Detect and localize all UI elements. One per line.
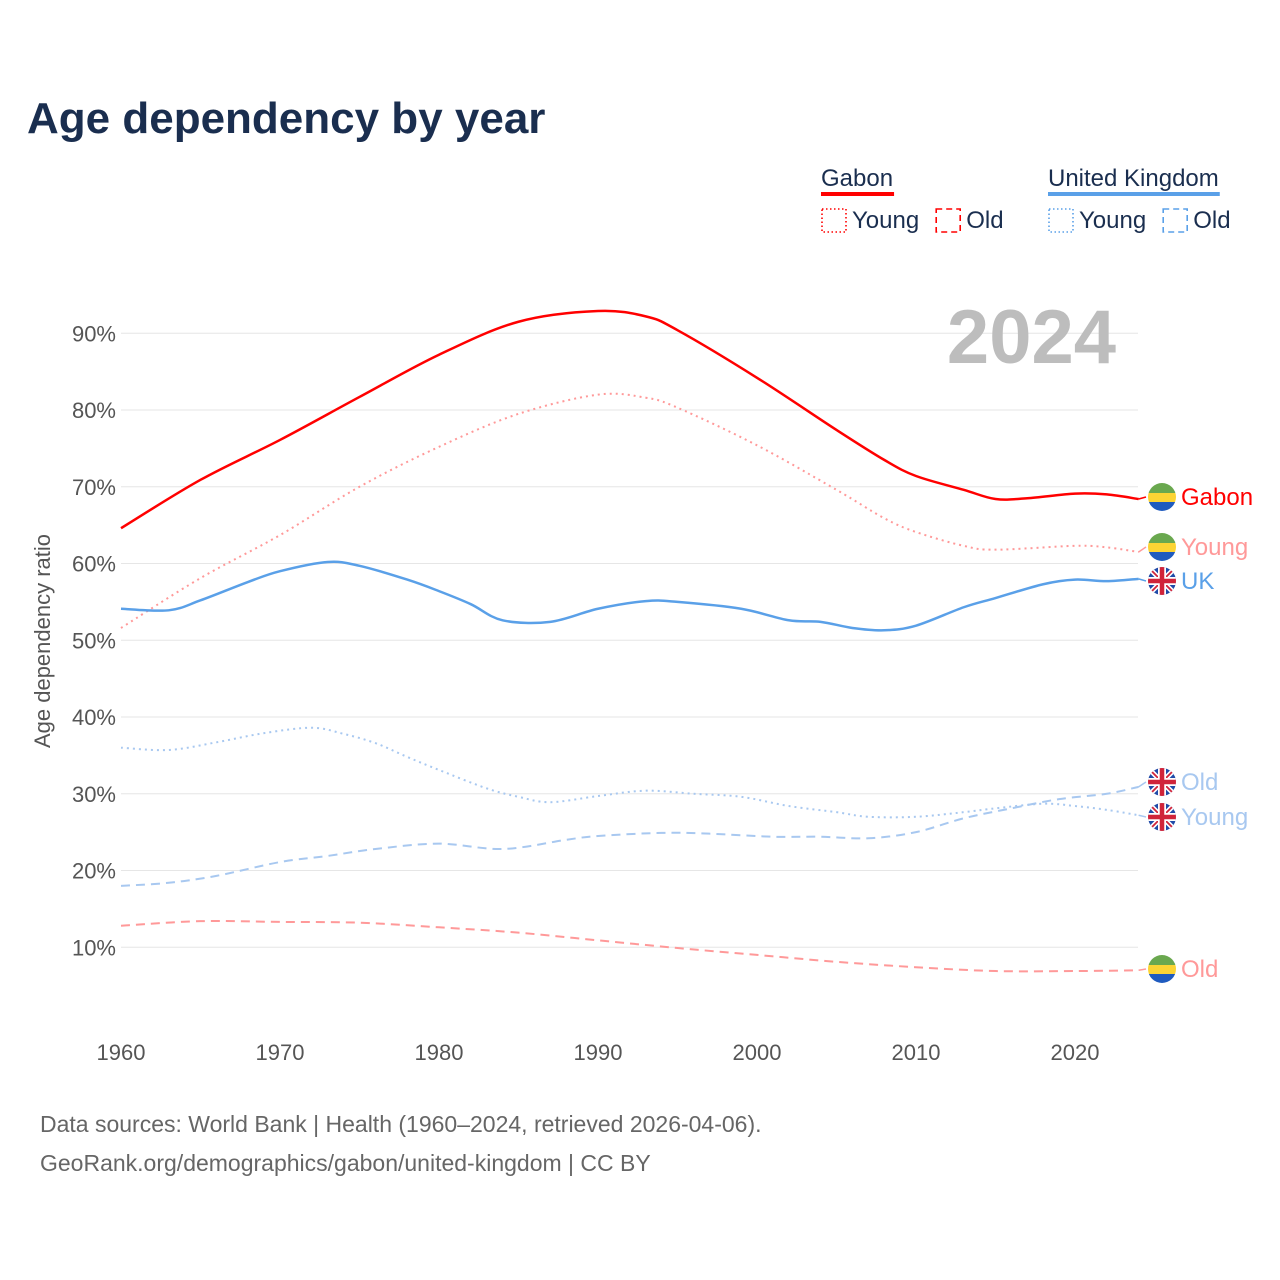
series-line-gabon-young: [120, 392, 1139, 629]
x-tick-label: 1960: [97, 1040, 146, 1065]
gabon-flag-icon: [1148, 533, 1176, 561]
legend-item-young[interactable]: Young: [1079, 207, 1146, 234]
end-label: Old: [1181, 769, 1218, 796]
end-label: Young: [1181, 534, 1248, 561]
legend-item-young[interactable]: Young: [852, 207, 919, 234]
footer-sources: Data sources: World Bank | Health (1960–…: [40, 1111, 762, 1137]
x-tick-label: 1970: [256, 1040, 305, 1065]
legend-item-old[interactable]: Old: [966, 207, 1003, 234]
uk-flag-icon: [1148, 567, 1176, 595]
gabon-flag-icon: [1148, 955, 1176, 983]
series-line-gabon-old: [120, 919, 1139, 973]
end-label: Gabon: [1181, 484, 1253, 511]
series-line-united-kingdom: [120, 560, 1139, 632]
end-label-connector: [1138, 546, 1147, 553]
series-line-united-kingdom-old: [120, 785, 1139, 887]
end-labels: Gabon Young UK Old Young Old: [1138, 483, 1253, 983]
x-tick-label: 2010: [892, 1040, 941, 1065]
x-tick-label: 2020: [1051, 1040, 1100, 1065]
x-tick-label: 1980: [415, 1040, 464, 1065]
y-axis-label: Age dependency ratio: [30, 534, 55, 748]
legend-dashed-swatch-icon: [935, 208, 962, 233]
y-tick-label: 20%: [72, 859, 116, 884]
end-label-connector: [1138, 814, 1147, 818]
legend-dotted-swatch-icon: [821, 208, 847, 233]
footer-link[interactable]: GeoRank.org/demographics/gabon/united-ki…: [40, 1150, 651, 1176]
gridlines: [121, 332, 1138, 948]
legend-dotted-swatch-icon: [1048, 208, 1074, 233]
year-display: 2024: [947, 295, 1116, 380]
y-tick-label: 80%: [72, 398, 116, 423]
legend-dashed-swatch-icon: [1162, 208, 1189, 233]
legend-group-title[interactable]: United Kingdom: [1048, 165, 1219, 192]
end-label-connector: [1138, 968, 1147, 972]
end-label: Young: [1181, 804, 1248, 831]
series-line-united-kingdom-young: [120, 726, 1139, 819]
series-line-gabon: [120, 309, 1139, 530]
end-label-connector: [1138, 781, 1147, 788]
x-tick-label: 1990: [574, 1040, 623, 1065]
chart-title: Age dependency by year: [27, 94, 545, 143]
y-tick-label: 10%: [72, 935, 116, 960]
end-label: Old: [1181, 956, 1218, 983]
y-tick-label: 50%: [72, 628, 116, 653]
legend-group-title[interactable]: Gabon: [821, 165, 893, 192]
end-label-connector: [1138, 496, 1147, 500]
y-axis-ticks: 10% 20% 30% 40% 50% 60% 70% 80% 90%: [72, 321, 116, 960]
end-label: UK: [1181, 568, 1214, 595]
y-tick-label: 70%: [72, 475, 116, 500]
y-tick-label: 90%: [72, 321, 116, 346]
uk-flag-icon: [1148, 803, 1176, 831]
y-tick-label: 30%: [72, 782, 116, 807]
x-tick-label: 2000: [733, 1040, 782, 1065]
legend-item-old[interactable]: Old: [1193, 207, 1230, 234]
x-axis-ticks: 1960 1970 1980 1990 2000 2010 2020: [97, 1040, 1100, 1065]
y-tick-label: 40%: [72, 705, 116, 730]
legend[interactable]: Gabon Young Old United Kingdom Young Old: [821, 165, 1231, 234]
uk-flag-icon: [1148, 768, 1176, 796]
end-label-connector: [1138, 578, 1147, 582]
gabon-flag-icon: [1148, 483, 1176, 511]
series-lines: [120, 309, 1139, 973]
y-tick-label: 60%: [72, 552, 116, 577]
